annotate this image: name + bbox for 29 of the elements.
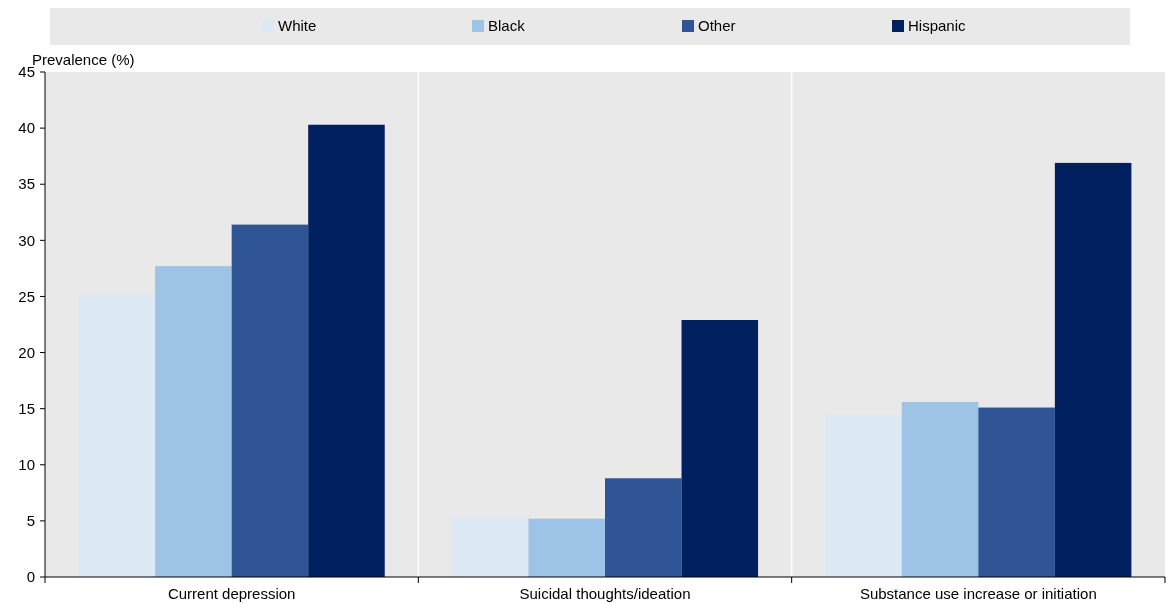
y-tick-label: 20 [18,343,35,361]
bar [901,401,979,577]
y-axis-title: Prevalence (%) [32,51,135,68]
y-tick-label: 15 [18,399,35,417]
bar [978,407,1055,577]
x-tick-label: Current depression [167,585,296,602]
bar [681,320,759,577]
x-tick-label: Substance use increase or initiation [859,585,1097,602]
bar [155,266,232,577]
legend-label: Other [698,17,736,35]
bar [451,517,529,577]
y-tick-label: 10 [18,456,35,474]
y-tick-label: 0 [26,568,35,586]
bar [605,478,682,577]
y-tick-label: 25 [18,287,35,305]
y-tick-label: 35 [18,175,35,193]
bar [78,294,156,577]
y-tick-label: 30 [18,231,35,249]
bar [231,224,309,577]
legend-label: Hispanic [908,17,967,35]
bar [1054,162,1132,577]
y-tick-label: 40 [18,119,35,137]
bar [528,518,605,577]
legend-label: White [278,17,317,35]
x-tick-label: Suicidal thoughts/ideation [519,585,691,602]
y-tick-label: 5 [26,512,35,530]
legend-label: Black [488,17,526,35]
bar [825,415,902,577]
bar [308,124,385,577]
